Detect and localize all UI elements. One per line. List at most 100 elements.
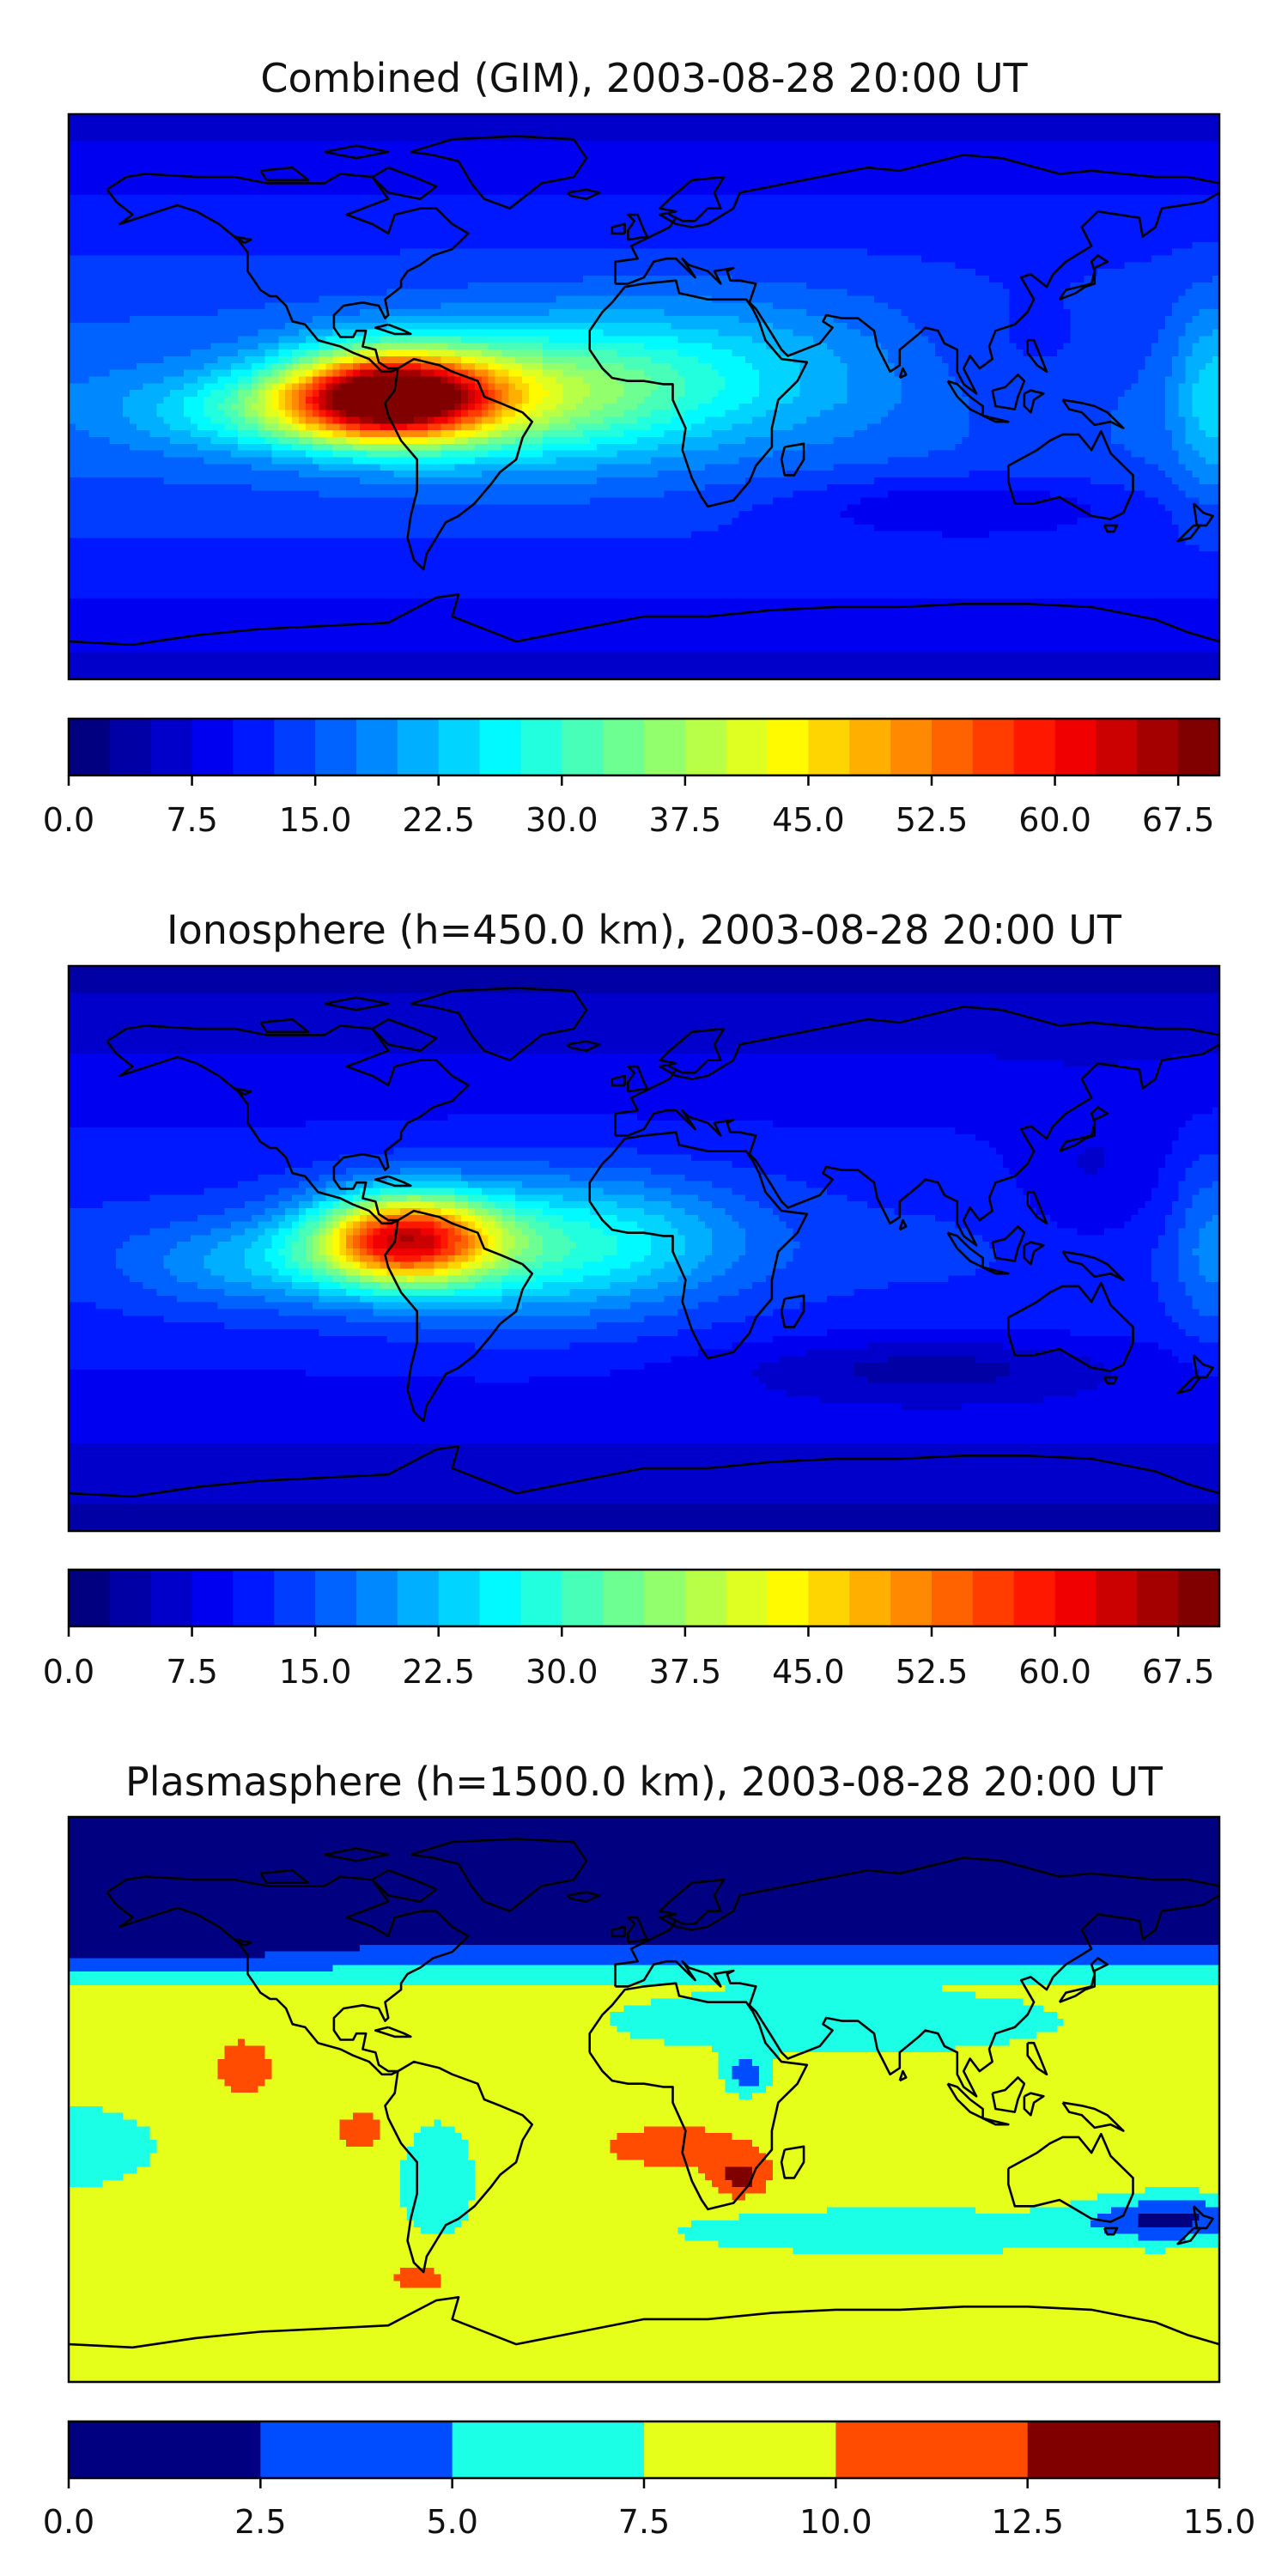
colorbar-tick-label: 60.0: [1018, 1653, 1091, 1691]
colorbar-1: 0.0 7.5 15.0 22.5 30.0 37.5 45.0 52.5 60.0 67.5: [43, 1568, 1221, 1691]
colorbar-frame: [67, 717, 1221, 777]
colorbar-swatch: [684, 719, 727, 775]
panel-title-combined: Combined (GIM), 2003-08-28 20:00 UT: [0, 58, 1288, 98]
coastline-7: [627, 213, 648, 241]
coastline-10: [374, 323, 412, 336]
colorbar-swatch: [69, 2421, 261, 2478]
heatmap-cells: [69, 966, 1219, 1531]
coastline-3: [614, 1005, 1219, 1247]
heatmap-cells: [69, 114, 1219, 679]
colorbar-swatch: [109, 719, 152, 775]
colorbar-swatch: [767, 1570, 809, 1626]
coastline-5: [1007, 429, 1134, 520]
coastline-21: [371, 166, 438, 200]
colorbar-swatch: [644, 2421, 836, 2478]
colorbar-swatch: [397, 1570, 440, 1626]
colorbar-swatch: [233, 719, 275, 775]
coastline-17: [1192, 502, 1214, 527]
coastline-20: [234, 1087, 252, 1097]
coastline-2: [384, 357, 533, 571]
colorbar-swatch: [452, 2421, 645, 2478]
colorbar-swatch: [520, 1570, 562, 1626]
colorbar-swatch: [972, 719, 1015, 775]
coastline-24: [898, 1218, 908, 1231]
colorbar-swatch: [835, 2421, 1029, 2478]
map-panel-0: [69, 114, 1219, 679]
colorbar-tick-label: 37.5: [649, 1653, 722, 1691]
colorbar-swatch: [644, 1570, 686, 1626]
coastline-15: [1061, 1250, 1125, 1281]
coastline-16: [1026, 338, 1048, 374]
colorbar-swatch: [808, 1570, 850, 1626]
coastline-15: [1061, 2101, 1125, 2132]
colorbar-swatch: [644, 719, 686, 775]
coastline-11: [946, 1231, 984, 1269]
colorbar-swatch: [260, 2421, 453, 2478]
coastline-3: [614, 154, 1219, 395]
colorbar-swatch: [932, 1570, 974, 1626]
colorbar-frame: [67, 1568, 1221, 1628]
colorbar-swatch: [1137, 1570, 1179, 1626]
colorbar-tick-label: 12.5: [991, 2503, 1064, 2541]
colorbar-swatch: [890, 1570, 933, 1626]
coastline-21: [371, 1868, 438, 1903]
coastline-12: [982, 414, 1010, 423]
colorbar-swatch: [315, 1570, 357, 1626]
colorbar-swatch: [233, 1570, 275, 1626]
panel-title-ionosphere: Ionosphere (h=450.0 km), 2003-08-28 20:0…: [0, 910, 1288, 950]
coastline-18: [1176, 2227, 1201, 2245]
coastline-6: [69, 2296, 1219, 2349]
coastlines: [69, 135, 1219, 647]
colorbar-tick-label: 52.5: [896, 1653, 969, 1691]
coastline-5: [1007, 1281, 1134, 1372]
coastline-22: [259, 166, 310, 182]
coastline-18: [1176, 1376, 1201, 1394]
colorbar-swatch: [1178, 719, 1220, 775]
coastline-8: [1058, 1957, 1109, 2003]
colorbar-swatch: [191, 719, 234, 775]
colorbar-tick-label: 60.0: [1018, 801, 1091, 839]
coastline-2: [384, 1209, 533, 1423]
coastline-2: [384, 2060, 533, 2274]
coastline-25: [1103, 2227, 1119, 2236]
coastline-5: [1007, 2132, 1134, 2223]
colorbar-tick-label: 15.0: [279, 1653, 352, 1691]
colorbar-tick-label: 7.5: [166, 1653, 217, 1691]
coastline-10: [374, 1175, 412, 1188]
panel-title-plasmasphere: Plasmasphere (h=1500.0 km), 2003-08-28 2…: [0, 1762, 1288, 1801]
colorbar-2: 0.0 2.5 5.0 7.5 10.0 12.5 15.0: [43, 2420, 1255, 2541]
colorbar-tick-label: 67.5: [1142, 801, 1215, 839]
colorbar-tick-label: 0.0: [43, 801, 94, 839]
colorbar-swatch: [397, 719, 440, 775]
coastline-23: [324, 1847, 390, 1862]
colorbar-swatch: [603, 1570, 645, 1626]
coastline-7: [627, 1916, 648, 1944]
coastline-17: [1192, 1354, 1214, 1379]
colorbar-swatch: [1013, 719, 1056, 775]
colorbar-swatch: [356, 719, 398, 775]
heatmap-cells: [69, 1817, 1219, 2382]
coastline-13: [991, 2076, 1026, 2113]
colorbar-tick-label: 15.0: [279, 801, 352, 839]
coastline-20: [234, 235, 252, 245]
colorbar-swatch: [356, 1570, 398, 1626]
colorbar-swatch: [520, 719, 562, 775]
colorbar-swatch: [890, 719, 933, 775]
colorbar-swatch: [603, 719, 645, 775]
colorbar-swatch: [438, 719, 481, 775]
colorbar-swatch: [109, 1570, 152, 1626]
coastline-0: [106, 1875, 470, 2076]
coastline-4: [588, 1982, 809, 2211]
colorbar-swatch: [1096, 1570, 1138, 1626]
map-panel-1: [69, 966, 1219, 1531]
colorbar-tick-label: 5.0: [426, 2503, 477, 2541]
coastline-11: [946, 2082, 984, 2120]
colorbar-swatch: [69, 719, 111, 775]
coastline-9: [780, 2145, 805, 2179]
colorbar-swatch: [726, 719, 769, 775]
coastline-4: [588, 1131, 809, 1360]
coastline-16: [1026, 2041, 1048, 2076]
coastline-0: [106, 1024, 470, 1225]
coastline-9: [780, 442, 805, 477]
